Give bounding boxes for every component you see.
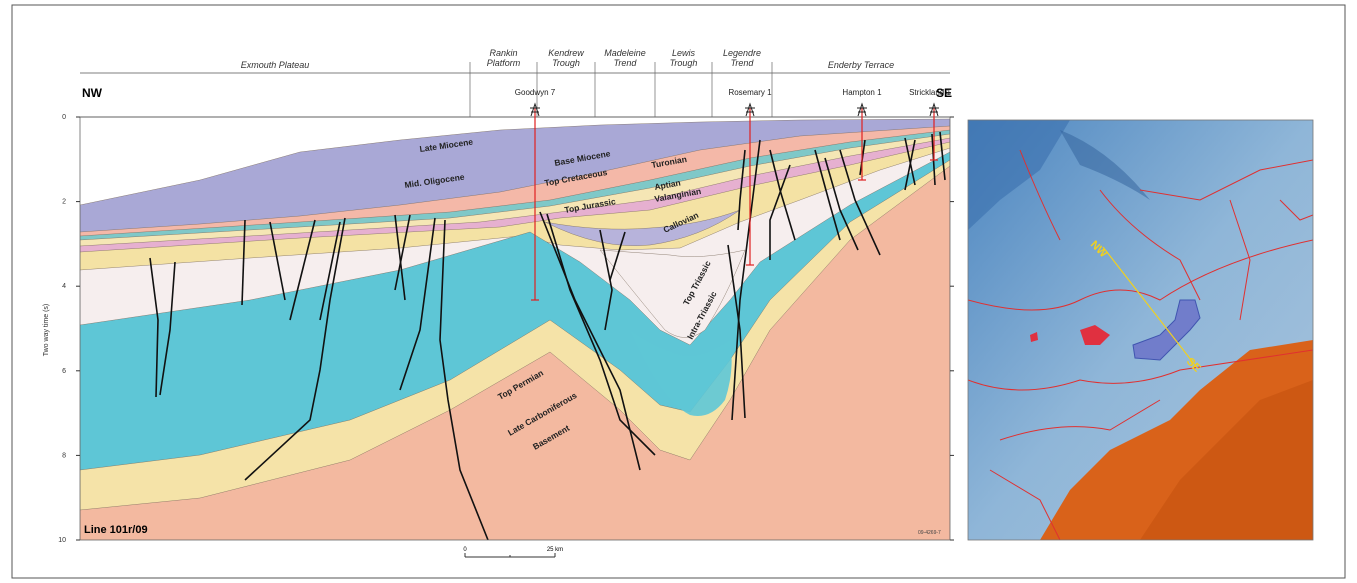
fault [939,131,946,181]
fault [394,214,406,301]
y-tick-label: 10 [58,537,66,544]
scale-bar: 0 25 km [463,547,563,558]
strata-layer [630,330,732,416]
fault [814,149,841,241]
well-symbol [929,102,939,117]
scale-end: 25 km [547,547,563,553]
fault [904,139,916,191]
fault [609,231,626,281]
fault [399,217,436,391]
y-tick-label: 6 [62,368,66,375]
y-tick-label: 4 [62,283,66,290]
region-label: Madeleine [604,48,646,58]
region-label: Rankin [489,48,517,58]
well-symbol [530,102,540,117]
fault [737,149,746,231]
section-border [79,116,951,541]
fault [839,149,881,256]
fault [394,214,411,291]
scale-start: 0 [463,547,467,553]
nw-label: NW [82,86,103,100]
axis-label: Two way time (s) [43,304,50,357]
fault [269,221,286,301]
strata-layer [80,165,950,540]
location-map: NW SE [967,119,1314,541]
y-tick-label: 8 [62,452,66,459]
fault [769,164,791,260]
y-tick-label: 2 [62,199,66,206]
fault [289,219,316,321]
region-label: Platform [487,58,521,68]
fault [149,257,159,398]
cross-section [80,118,950,540]
fault [244,217,346,481]
fault [769,149,796,241]
well-label: Goodwyn 7 [515,88,556,97]
well-label: Hampton 1 [842,88,882,97]
line-label: Line 101r/09 [84,524,148,536]
region-label: Exmouth Plateau [241,60,310,70]
region-label: Trough [670,58,698,68]
well-symbol [857,102,867,117]
region-label: Kendrew [548,48,584,58]
fault [546,213,656,456]
region-label: Trend [731,58,755,68]
strata-layer [599,249,746,338]
layer-label: Aptian [654,178,682,192]
well-label: Strickland 1 [909,88,951,97]
fault [731,139,761,421]
fault [599,229,613,331]
fault [824,157,859,251]
well-label: Rosemary 1 [728,88,772,97]
y-tick-label: 0 [62,114,66,121]
region-label: Legendre [723,48,761,58]
fault [241,219,246,306]
fault [159,261,176,396]
region-label: Trend [614,58,638,68]
well-symbol [745,102,755,117]
fault [439,219,489,540]
region-label: Lewis [672,48,696,58]
fault [727,244,746,419]
se-label: SE [936,86,952,100]
frame [11,4,1346,579]
region-label: Enderby Terrace [828,60,894,70]
region-label: Trough [552,58,580,68]
fault [319,221,341,321]
figure-id: 09-4269-7 [918,530,941,536]
